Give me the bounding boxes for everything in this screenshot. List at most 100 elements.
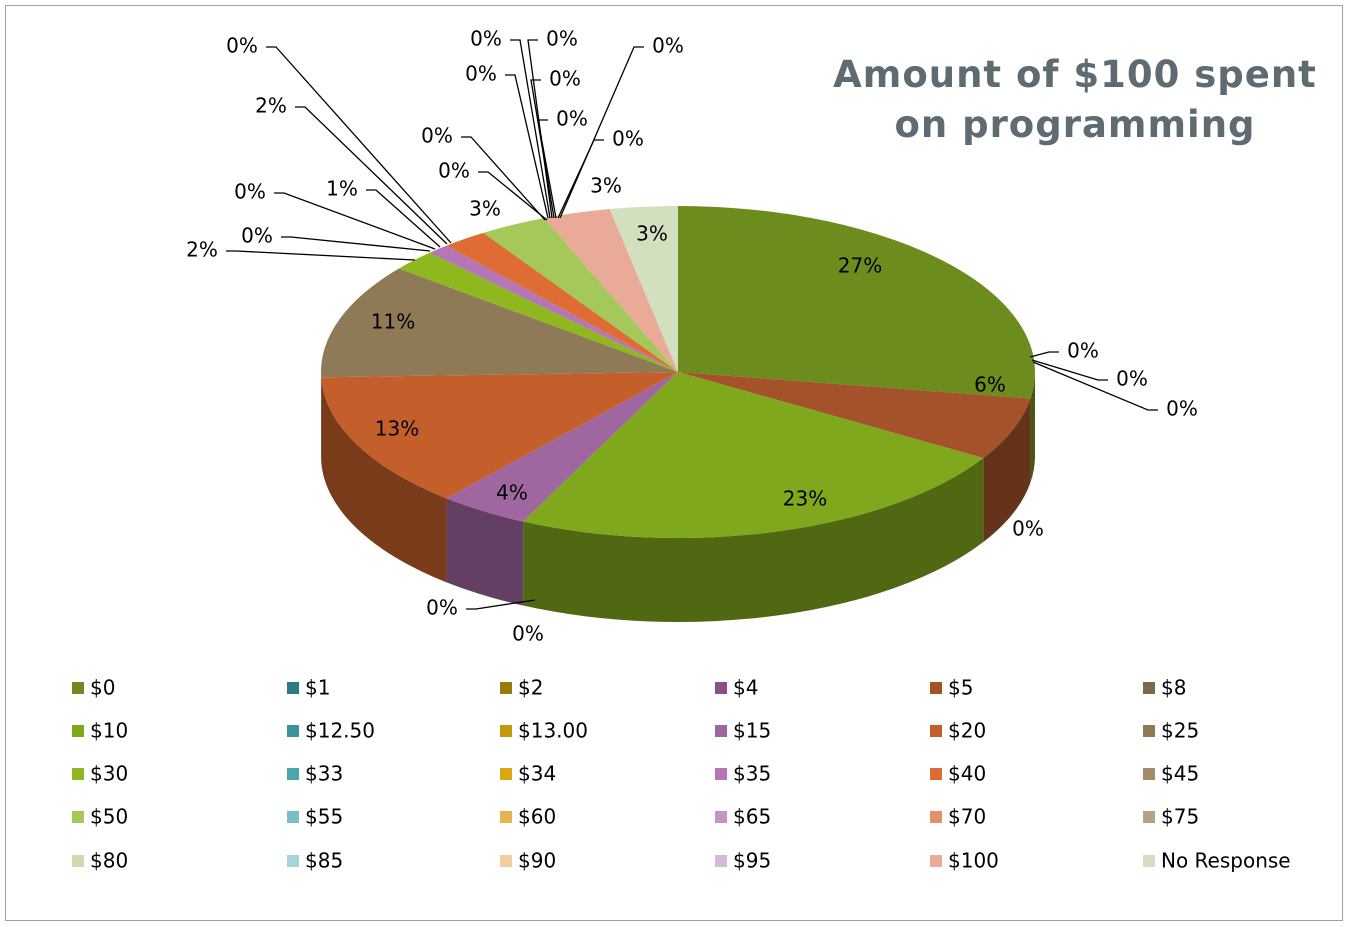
leader-line (505, 74, 549, 219)
legend-label: $13.00 (518, 719, 588, 743)
data-label: 0% (226, 34, 258, 58)
legend-label: $5 (948, 676, 973, 700)
data-label: 27% (838, 254, 882, 278)
data-label: 0% (556, 107, 588, 131)
legend-label: $30 (90, 762, 128, 786)
leader-line (478, 171, 548, 221)
legend-label: $4 (733, 676, 758, 700)
slice-side (983, 398, 1031, 543)
data-label: 0% (512, 622, 544, 646)
legend-label: $100 (948, 849, 999, 873)
data-label: 3% (590, 174, 622, 198)
data-label: 0% (1166, 397, 1198, 421)
legend-label: No Response (1161, 849, 1291, 873)
slice-side (1030, 372, 1036, 483)
legend-label: $8 (1161, 676, 1186, 700)
slice (609, 206, 678, 372)
legend-label: $55 (305, 805, 343, 829)
legend-swatch (930, 725, 942, 737)
legend-swatch (72, 768, 84, 780)
data-label: 4% (496, 481, 528, 505)
slice (523, 372, 984, 538)
data-label: 0% (549, 67, 581, 91)
chart-border (5, 5, 1343, 921)
data-label: 1% (326, 177, 358, 201)
legend-label: $65 (733, 805, 771, 829)
leader-line (1031, 359, 1108, 381)
legend-swatch (72, 682, 84, 694)
data-label: 0% (1116, 367, 1148, 391)
leader-line (295, 106, 448, 245)
leader-line (537, 119, 557, 219)
legend-swatch (715, 768, 727, 780)
legend-swatch (715, 682, 727, 694)
legend-swatch (1143, 811, 1155, 823)
legend-label: $10 (90, 719, 128, 743)
leader-line (461, 136, 546, 221)
legend-swatch (72, 725, 84, 737)
data-label: 0% (241, 224, 273, 248)
legend-swatch (287, 768, 299, 780)
legend-label: $75 (1161, 805, 1199, 829)
leader-line (559, 46, 644, 219)
leader-line (274, 192, 436, 250)
data-label: 0% (426, 596, 458, 620)
legend-swatch (930, 855, 942, 867)
slice (446, 372, 678, 522)
data-label: 0% (652, 34, 684, 58)
slice-side (523, 458, 984, 622)
legend-swatch (930, 682, 942, 694)
legend-swatch (715, 725, 727, 737)
legend-swatch (287, 725, 299, 737)
legend-swatch (500, 768, 512, 780)
legend-swatch (1143, 855, 1155, 867)
data-label: 2% (186, 238, 218, 262)
slice (321, 268, 678, 378)
legend-label: $45 (1161, 762, 1199, 786)
slice (321, 372, 678, 499)
data-label: 0% (438, 159, 470, 183)
data-label: 6% (974, 373, 1006, 397)
leader-line (1032, 361, 1158, 411)
legend-label: $33 (305, 762, 343, 786)
legend-label: $80 (90, 849, 128, 873)
legend-swatch (500, 855, 512, 867)
leader-line (1029, 351, 1059, 358)
slice (446, 232, 678, 372)
data-label: 11% (371, 310, 415, 334)
legend-label: $15 (733, 719, 771, 743)
slice (483, 218, 678, 372)
legend-swatch (500, 725, 512, 737)
legend-swatch (287, 855, 299, 867)
data-label: 0% (1012, 517, 1044, 541)
slice (429, 245, 678, 372)
leader-line (466, 599, 536, 610)
legend-label: $25 (1161, 719, 1199, 743)
chart-title: Amount of $100 spent on programming (833, 53, 1317, 146)
legend-label: $70 (948, 805, 986, 829)
legend-label: $0 (90, 676, 115, 700)
slice (544, 209, 678, 372)
legend-label: $50 (90, 805, 128, 829)
legend-swatch (72, 855, 84, 867)
leader-line (281, 236, 431, 252)
legend-label: $12.50 (305, 719, 375, 743)
data-label: 0% (234, 180, 266, 204)
legend-label: $20 (948, 719, 986, 743)
legend-label: $85 (305, 849, 343, 873)
slice (398, 252, 678, 372)
data-label: 0% (421, 124, 453, 148)
data-label: 0% (612, 127, 644, 151)
legend-label: $1 (305, 676, 330, 700)
data-label: 0% (465, 62, 497, 86)
data-label: 0% (546, 27, 578, 51)
leader-line (366, 189, 441, 248)
legend-label: $2 (518, 676, 543, 700)
slice (678, 206, 1036, 399)
legend-swatch (287, 682, 299, 694)
legend-swatch (1143, 725, 1155, 737)
legend-swatch (715, 811, 727, 823)
legend-swatch (930, 811, 942, 823)
